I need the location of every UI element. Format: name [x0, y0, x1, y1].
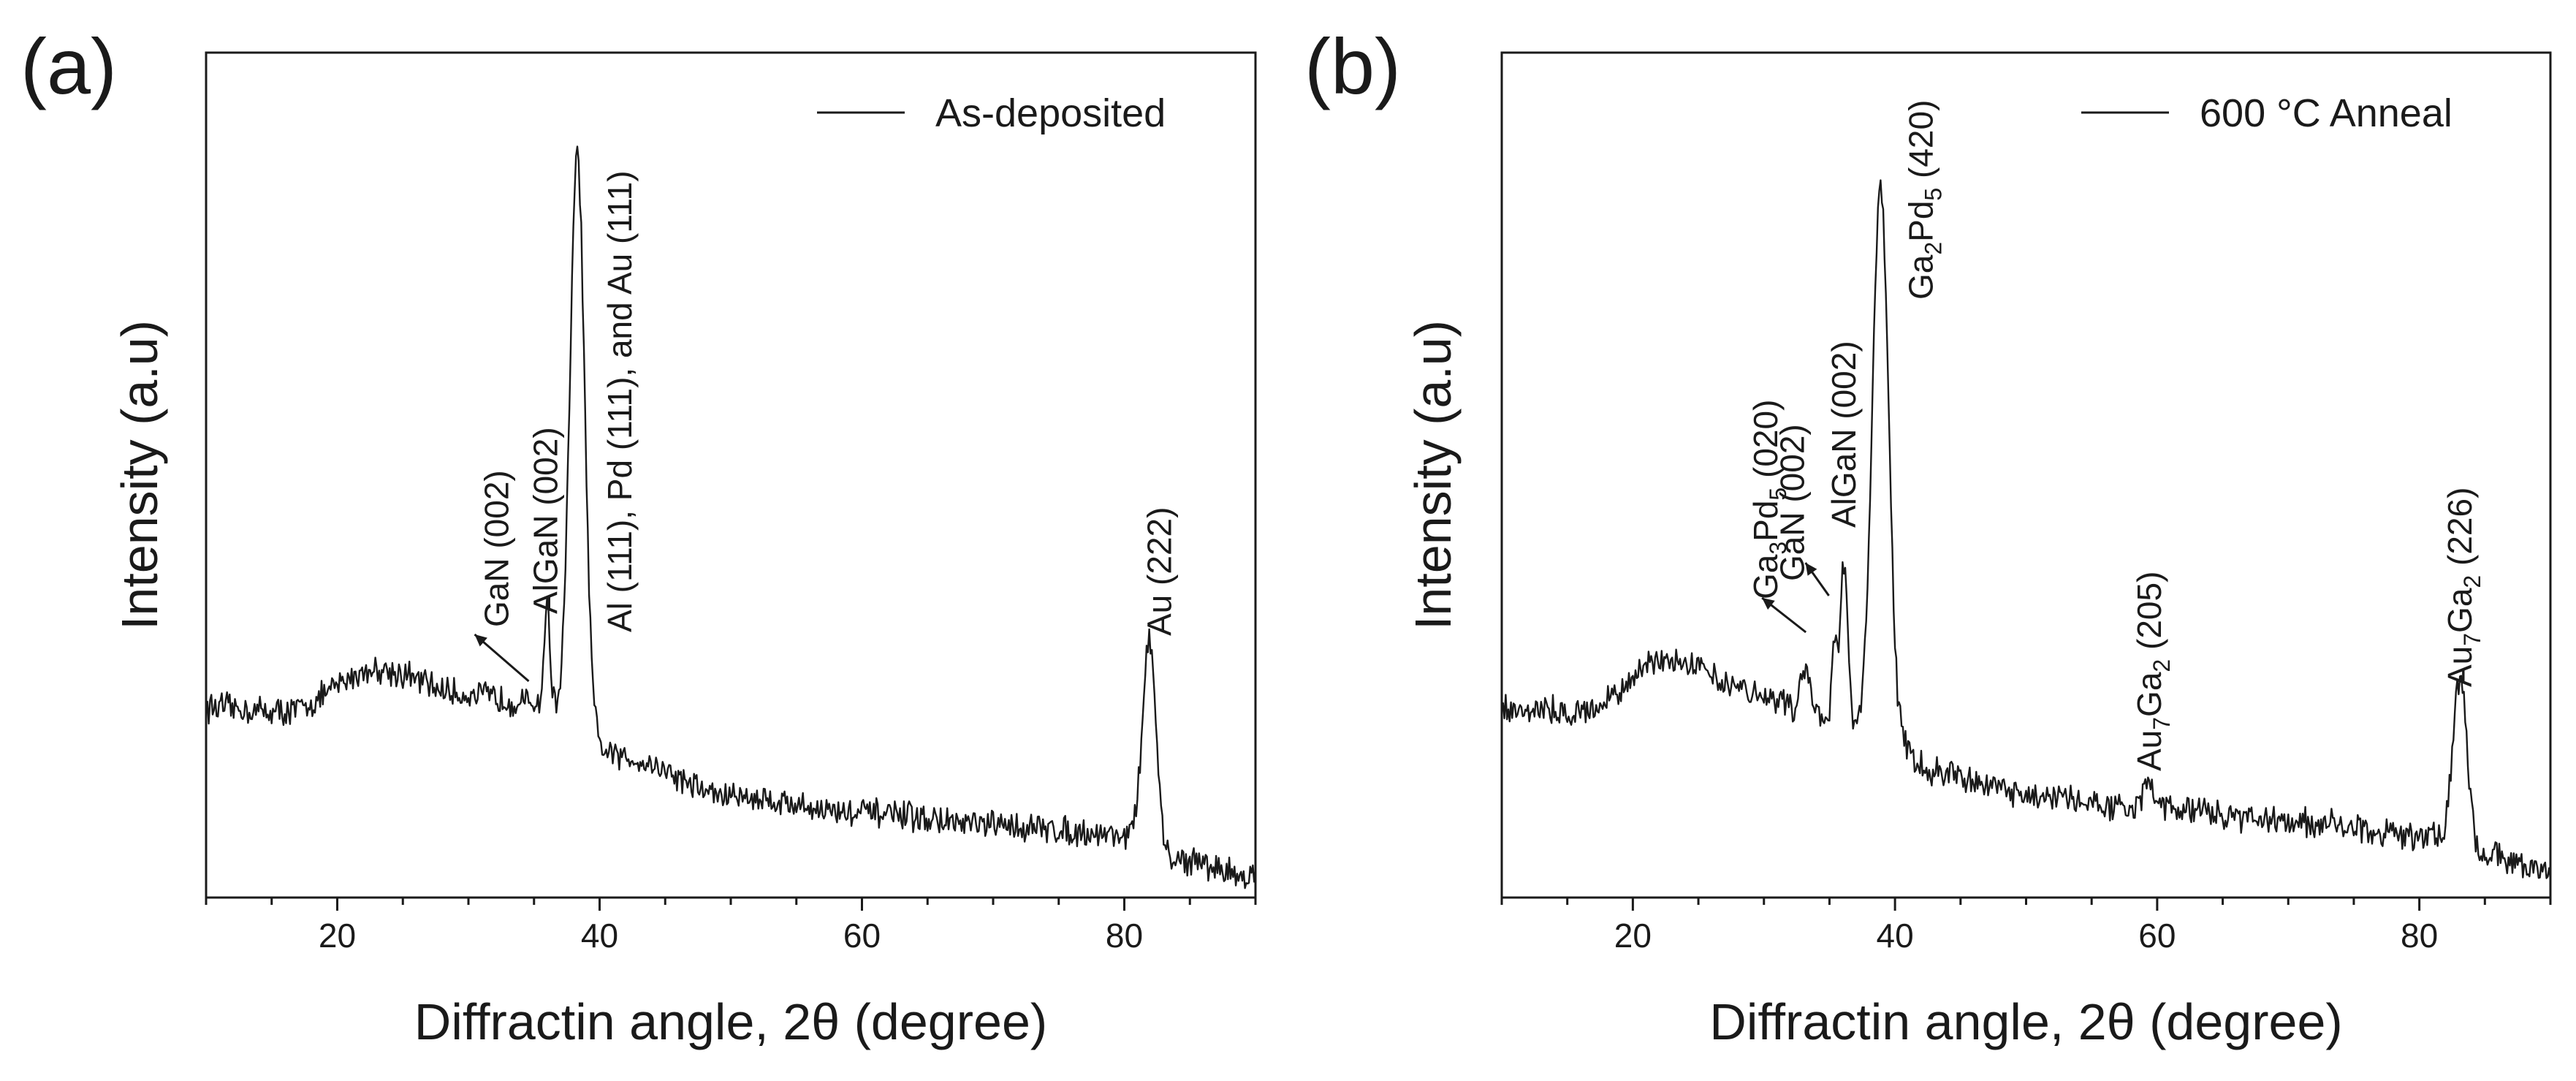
peak-annotation: GaN (002) [1774, 424, 1830, 596]
legend-label: 600 °C Anneal [2200, 91, 2452, 135]
peak-annotation: AlGaN (002) [1825, 341, 1863, 528]
x-tick-label: 80 [1106, 917, 1143, 955]
x-axis-title: Diffractin angle, 2θ (degree) [414, 993, 1047, 1050]
peak-label: AlGaN (002) [1825, 341, 1863, 528]
x-tick-label: 40 [581, 917, 618, 955]
peak-label: Au (222) [1141, 507, 1179, 636]
peak-annotation: Au7Ga2 (205) [2130, 572, 2175, 771]
peak-label: AlGaN (002) [527, 427, 565, 614]
x-tick-label: 20 [319, 917, 356, 955]
y-axis-title: Intensity (a.u) [1405, 320, 1462, 630]
peak-label: GaN (002) [1774, 424, 1812, 581]
panel-a: (a) 20 40 60 80 Diffractin angle, 2θ (degree)… [20, 22, 1257, 1050]
y-axis-title: Intensity (a.u) [111, 320, 168, 630]
peak-label: Au7Ga2 (205) [2130, 572, 2175, 771]
peak-label: Ga2Pd5 (420) [1901, 100, 1946, 300]
x-axis-title: Diffractin angle, 2θ (degree) [1709, 993, 2342, 1050]
legend-label: As-deposited [935, 91, 1166, 135]
peak-annotation: Al (111), Pd (111), and Au (111) [601, 170, 639, 632]
panel-b: (b) 20 40 60 80 Diffractin angle, 2θ (degree)… [1304, 22, 2552, 1050]
peak-label: Au7Ga2 (226) [2441, 488, 2485, 687]
x-tick-label: 60 [843, 917, 881, 955]
x-tick-label: 40 [1877, 917, 1914, 955]
peak-label: GaN (002) [478, 470, 516, 627]
peak-label: Ga3Pd5 (020) [1747, 400, 1791, 599]
plot-frame [205, 51, 1257, 899]
panel-label: (b) [1304, 22, 1401, 110]
x-tick-label: 20 [1614, 917, 1652, 955]
peak-annotation: Ga3Pd5 (020) [1747, 400, 1807, 634]
annotation-arrowhead [1805, 563, 1817, 576]
annotation-arrowhead [474, 634, 487, 647]
peak-annotation: Au (222) [1141, 507, 1179, 636]
x-tick-label: 80 [2401, 917, 2438, 955]
peak-annotation: Au7Ga2 (226) [2441, 488, 2485, 687]
peak-annotation: Ga2Pd5 (420) [1901, 100, 1946, 300]
xrd-trace [205, 145, 1257, 890]
annotation-arrow [474, 633, 530, 683]
plot-frame [1500, 51, 2552, 899]
peak-annotation: AlGaN (002) [527, 427, 565, 614]
xrd-trace [1500, 179, 2552, 879]
x-tick-label: 60 [2138, 917, 2176, 955]
panel-label: (a) [20, 22, 117, 110]
annotation-arrowhead [1762, 598, 1775, 610]
peak-label: Al (111), Pd (111), and Au (111) [601, 170, 639, 632]
peak-annotation: GaN (002) [474, 470, 530, 683]
